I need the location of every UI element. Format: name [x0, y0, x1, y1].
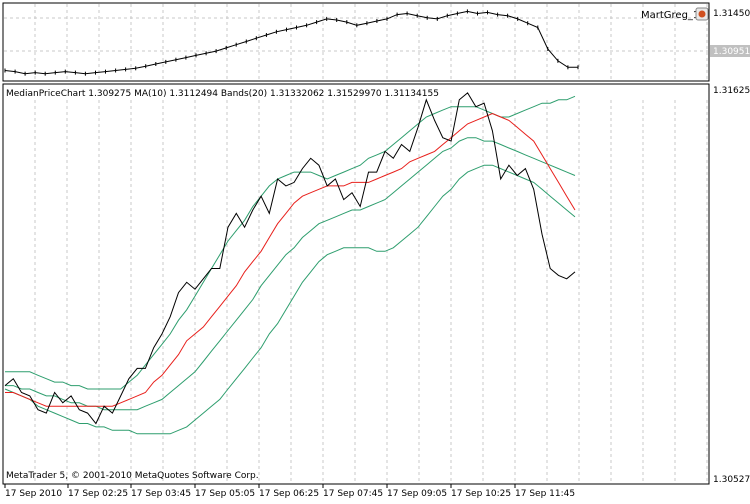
time-label: 17 Sep 05:05: [195, 489, 255, 499]
time-label: 17 Sep 06:25: [259, 489, 319, 499]
time-label: 17 Sep 09:05: [387, 489, 447, 499]
series-line-median-price: [4, 92, 576, 425]
series-line-band-middle: [5, 137, 576, 411]
main-price-label-low: 1.30527: [713, 475, 750, 485]
upper-current-price-tag: [710, 45, 750, 57]
series-line-band-lower: [4, 164, 576, 435]
time-label: 17 Sep 10:25: [451, 489, 511, 499]
copyright-text: MetaTrader 5, © 2001-2010 MetaQuotes Sof…: [6, 471, 259, 481]
time-axis: 17 Sep 2010 17 Sep 02:25 17 Sep 03:45 17…: [4, 484, 575, 499]
time-label: 17 Sep 02:25: [68, 489, 128, 499]
time-label: 17 Sep 03:45: [131, 489, 191, 499]
upper-panel-frame: [2, 2, 710, 82]
indicator-name: MartGreg_1: [641, 10, 699, 21]
upper-price-label-current: 1.30951: [713, 47, 750, 57]
time-label: 17 Sep 2010: [5, 489, 62, 499]
main-panel-plot: [4, 92, 576, 435]
upper-price-label-high: 1.31450: [713, 9, 750, 19]
upper-panel-plot: [4, 9, 579, 76]
main-panel-frame: [2, 83, 710, 485]
time-label: 17 Sep 07:45: [323, 489, 383, 499]
time-label: 17 Sep 11:45: [515, 489, 575, 499]
upper-series-line: [4, 10, 578, 75]
main-panel-header: MedianPriceChart 1.309275 MA(10) 1.31124…: [6, 89, 439, 99]
series-line-band-upper: [5, 95, 576, 390]
main-price-label-high: 1.31625: [713, 86, 750, 96]
indicator-icon[interactable]: [695, 7, 709, 21]
grid: [4, 4, 708, 483]
series-line-ma: [5, 112, 576, 407]
